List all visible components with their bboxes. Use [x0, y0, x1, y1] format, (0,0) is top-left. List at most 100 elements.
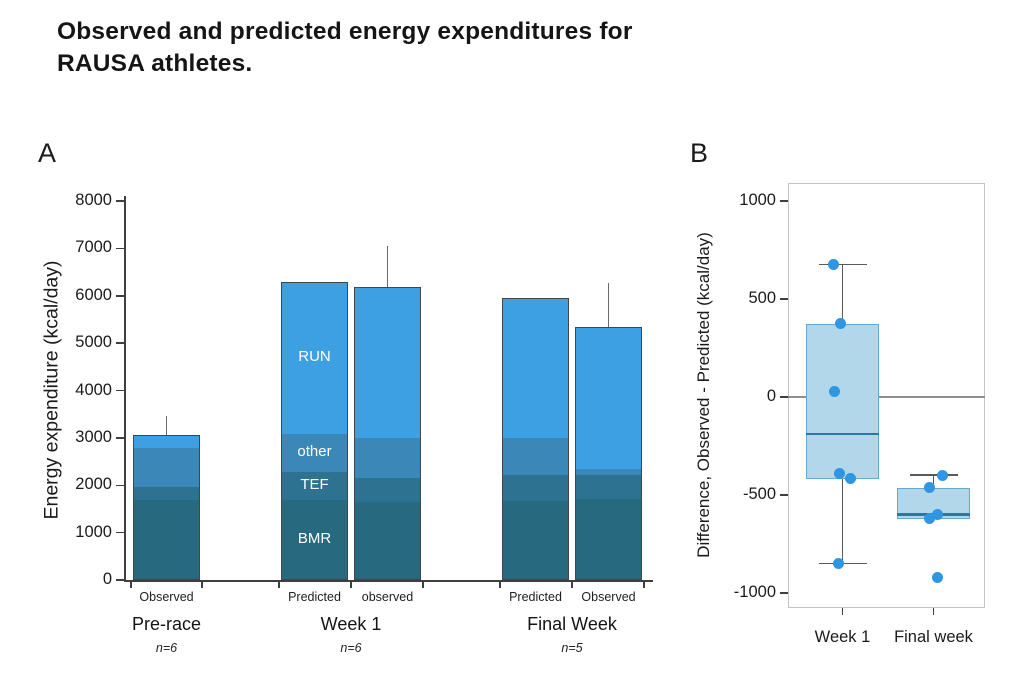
y-tick-label: 8000 — [75, 191, 112, 209]
bar-segment-run — [133, 435, 200, 448]
data-point — [835, 318, 846, 329]
x-axis-tick — [841, 608, 844, 615]
bar-segment-run — [575, 327, 642, 469]
segment-label-tef: TEF — [300, 475, 329, 493]
error-bar — [607, 282, 610, 328]
whisker-line — [932, 475, 935, 488]
data-point — [829, 385, 840, 397]
median-line — [806, 432, 879, 436]
bar-segment-tef — [281, 471, 348, 500]
y-tick-label: 4000 — [75, 380, 112, 399]
segment-label-other: other — [297, 443, 332, 461]
y-axis-tick — [116, 437, 124, 439]
bar-segment-run — [502, 298, 569, 438]
bar-segment-tef — [502, 474, 569, 501]
y-axis-tick — [116, 484, 124, 486]
data-point — [833, 558, 844, 570]
group-n-label: n=5 — [561, 641, 583, 655]
y-axis-tick — [116, 531, 124, 534]
whisker-line — [841, 264, 844, 324]
x-axis-tick — [350, 581, 352, 588]
panel-b-letter: B — [690, 138, 709, 168]
data-point — [828, 259, 839, 271]
figure-title-line1: Observed and predicted energy expenditur… — [57, 18, 633, 45]
zero-line — [788, 396, 985, 398]
group-label: Pre-race — [131, 614, 202, 634]
segment-label-bmr: BMR — [297, 529, 332, 547]
y-tick-label: 3000 — [75, 427, 112, 446]
group-label: Final Week — [527, 614, 617, 634]
y-tick-label: 1000 — [75, 522, 112, 541]
y-tick-label: 7000 — [75, 238, 112, 257]
y-axis-tick — [780, 592, 788, 594]
y-axis-tick — [116, 247, 124, 250]
data-point — [932, 572, 943, 584]
bar-segment-bmr — [281, 499, 348, 580]
y-axis-tick — [116, 200, 124, 202]
group-n-label: n=6 — [155, 641, 178, 655]
figure-title: Observed and predicted energy expenditur… — [57, 16, 897, 80]
bar-segment-other — [354, 437, 421, 478]
bar-segment-tef — [575, 474, 642, 499]
x-axis-tick — [643, 581, 645, 588]
x-axis-tick — [201, 581, 203, 588]
box — [806, 323, 879, 480]
data-point — [924, 513, 935, 525]
x-axis-line — [124, 580, 653, 582]
y-tick-label: 6000 — [75, 285, 112, 304]
bar-segment-tef — [354, 477, 421, 503]
y-axis-tick — [780, 200, 788, 202]
bar-segment-other — [575, 468, 642, 475]
x-axis-tick — [278, 581, 280, 588]
bar-segment-bmr — [502, 500, 569, 580]
whisker-line — [841, 479, 844, 564]
segment-label-run: RUN — [298, 348, 331, 366]
bar-outline — [502, 298, 569, 580]
x-axis-tick — [130, 581, 132, 588]
bar-segment-tef — [133, 487, 200, 500]
bar-segment-run — [354, 286, 421, 438]
x-axis-tick — [422, 581, 424, 588]
y-axis-tick — [116, 295, 124, 297]
bar-segment-run — [281, 282, 348, 435]
y-tick-label: 5000 — [75, 333, 112, 352]
y-axis-line — [124, 196, 126, 581]
bar-segment-other — [502, 437, 569, 475]
data-point — [937, 469, 948, 481]
y-tick-label: 1000 — [739, 191, 776, 209]
bar-label: Observed — [139, 590, 194, 604]
x-axis-tick — [932, 608, 935, 615]
data-point — [834, 467, 845, 479]
bar-outline — [354, 286, 421, 580]
y-axis-tick — [780, 298, 788, 300]
error-bar — [386, 245, 389, 287]
y-tick-label: -500 — [742, 485, 776, 503]
panel-a-letter: A — [38, 138, 57, 168]
y-axis-tick — [116, 389, 124, 392]
bar-label: Observed — [581, 590, 636, 604]
y-tick-label: 2000 — [75, 475, 112, 494]
bar-outline — [133, 435, 200, 580]
y-tick-label: -1000 — [733, 583, 776, 601]
y-axis-tick — [780, 494, 788, 496]
x-axis-tick — [571, 581, 573, 588]
y-axis-tick — [116, 342, 124, 344]
x-axis-tick — [499, 581, 501, 588]
bar-segment-bmr — [354, 502, 421, 580]
x-tick-label: Week 1 — [814, 628, 871, 646]
plot-border — [788, 183, 985, 608]
y-tick-label: 500 — [748, 289, 776, 307]
bar-outline — [575, 327, 642, 580]
whisker-cap — [909, 474, 958, 476]
x-tick-label: Final week — [894, 628, 973, 646]
bar-outline — [281, 282, 348, 580]
error-bar — [165, 415, 168, 436]
group-label: Week 1 — [320, 614, 382, 634]
y-tick-label: 0 — [102, 570, 112, 588]
y-axis-tick — [116, 579, 124, 581]
bar-segment-bmr — [575, 498, 642, 580]
bar-segment-other — [133, 447, 200, 488]
y-tick-label: 0 — [766, 387, 776, 405]
